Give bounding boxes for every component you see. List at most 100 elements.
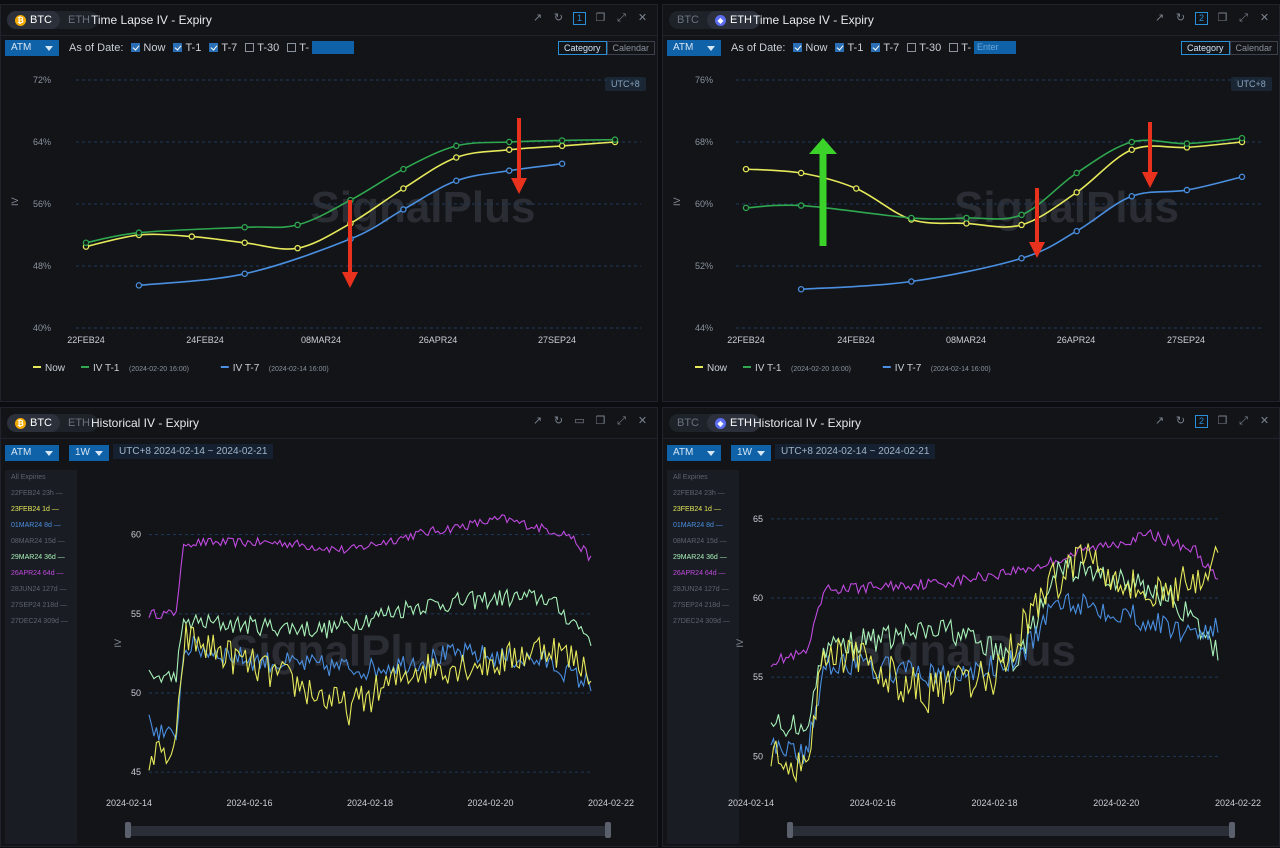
expiry-item[interactable]: 08MAR24 15d — [673, 538, 727, 545]
legend-timestamp: (2024-02-20 16:00) [791, 366, 851, 373]
expand-icon[interactable]: ⤢ [1239, 12, 1248, 24]
refresh-icon[interactable]: ↻ [1175, 12, 1186, 24]
period-select[interactable]: 1W [731, 445, 771, 461]
check-t7[interactable]: T-7 [871, 42, 899, 54]
coin-tab-btc[interactable]: ₿ BTC [7, 414, 60, 432]
expiry-item[interactable]: 23FEB24 1d — [11, 506, 59, 513]
expiry-item[interactable]: 01MAR24 8d — [673, 522, 723, 529]
check-t1[interactable]: T-1 [835, 42, 863, 54]
checkbox[interactable] [173, 43, 183, 52]
view-category[interactable]: Category [1181, 41, 1230, 55]
period-select[interactable]: 1W [69, 445, 109, 461]
expiry-item[interactable]: 22FEB24 23h — [11, 490, 63, 497]
coin-tab-btc[interactable]: BTC [677, 14, 699, 26]
coin-switch[interactable]: ₿ BTC ETH [7, 414, 98, 432]
coin-tab-btc[interactable]: ₿ BTC [7, 11, 60, 29]
coin-tab-eth[interactable]: ◆ ETH [707, 414, 760, 432]
refresh-icon[interactable]: ↻ [553, 415, 564, 427]
expiry-item[interactable]: 29MAR24 36d — [11, 554, 65, 561]
checkbox[interactable] [949, 43, 959, 52]
scroll-handle-left[interactable] [125, 822, 131, 838]
strike-select[interactable]: ATM [667, 445, 721, 461]
check-now[interactable]: Now [131, 42, 165, 54]
expiry-item[interactable]: 27DEC24 309d — [673, 618, 730, 625]
expiry-item[interactable]: 26APR24 64d — [11, 570, 64, 577]
close-icon[interactable]: ✕ [1259, 12, 1270, 24]
checkbox[interactable] [793, 43, 803, 52]
check-t1[interactable]: T-1 [173, 42, 201, 54]
expiry-item[interactable]: 27SEP24 218d — [11, 602, 68, 609]
coin-tab-eth[interactable]: ETH [68, 417, 90, 429]
view-toggle[interactable]: Category Calendar [558, 41, 656, 55]
annotation-arrow-head [809, 138, 837, 154]
folder-icon[interactable]: ▭ [574, 415, 585, 427]
copy-icon[interactable]: ❐ [595, 415, 606, 427]
custom-t-input[interactable]: Enter [974, 41, 1017, 54]
check-t30[interactable]: T-30 [245, 42, 279, 54]
view-calendar[interactable]: Calendar [606, 41, 656, 55]
coin-switch[interactable]: BTC ◆ ETH [669, 11, 760, 29]
close-icon[interactable]: ✕ [637, 12, 648, 24]
view-calendar[interactable]: Calendar [1229, 41, 1279, 55]
expiry-item[interactable]: 26APR24 64d — [673, 570, 726, 577]
export-icon[interactable]: ↗ [1154, 12, 1165, 24]
scroll-handle-left[interactable] [787, 822, 793, 838]
check-custom[interactable]: T- Enter [949, 41, 1017, 54]
refresh-icon[interactable]: ↻ [553, 12, 564, 24]
check-now[interactable]: Now [793, 42, 827, 54]
copy-icon[interactable]: ❐ [595, 12, 606, 24]
expiry-item[interactable]: 27DEC24 309d — [11, 618, 68, 625]
check-t7[interactable]: T-7 [209, 42, 237, 54]
checkbox[interactable] [871, 43, 881, 52]
view-toggle[interactable]: Category Calendar [1181, 41, 1279, 55]
coin-switch[interactable]: BTC ◆ ETH [669, 414, 760, 432]
link-group-badge[interactable]: 2 [1195, 415, 1208, 428]
expiry-item[interactable]: 29MAR24 36d — [673, 554, 727, 561]
time-scrollbar[interactable] [789, 826, 1233, 836]
expiry-item[interactable]: 28JUN24 127d — [673, 586, 729, 593]
strike-select[interactable]: ATM [5, 445, 59, 461]
expiry-item[interactable]: 01MAR24 8d — [11, 522, 61, 529]
link-group-badge[interactable]: 1 [573, 12, 586, 25]
checkbox[interactable] [287, 43, 297, 52]
expand-icon[interactable]: ⤢ [617, 415, 626, 427]
close-icon[interactable]: ✕ [1259, 415, 1270, 427]
scroll-handle-right[interactable] [605, 822, 611, 838]
custom-t-input[interactable] [312, 41, 355, 54]
view-category[interactable]: Category [558, 41, 607, 55]
strike-select[interactable]: ATM [667, 40, 721, 56]
export-icon[interactable]: ↗ [532, 12, 543, 24]
scroll-handle-right[interactable] [1229, 822, 1235, 838]
checkbox[interactable] [835, 43, 845, 52]
check-t30[interactable]: T-30 [907, 42, 941, 54]
export-icon[interactable]: ↗ [532, 415, 543, 427]
expiry-item[interactable]: 27SEP24 218d — [673, 602, 730, 609]
data-point [453, 177, 460, 184]
check-custom[interactable]: T- [287, 41, 355, 54]
export-icon[interactable]: ↗ [1154, 415, 1165, 427]
expiry-item[interactable]: 23FEB24 1d — [673, 506, 721, 513]
expiry-item[interactable]: 28JUN24 127d — [11, 586, 67, 593]
expand-icon[interactable]: ⤢ [617, 12, 626, 24]
time-scrollbar[interactable] [127, 826, 611, 836]
expiry-item[interactable]: 08MAR24 15d — [11, 538, 65, 545]
coin-tab-eth[interactable]: ◆ ETH [707, 11, 760, 29]
copy-icon[interactable]: ❐ [1217, 12, 1228, 24]
close-icon[interactable]: ✕ [637, 415, 648, 427]
coin-tab-btc[interactable]: BTC [677, 417, 699, 429]
checkbox[interactable] [907, 43, 917, 52]
btc-icon: ₿ [15, 14, 26, 26]
coin-switch[interactable]: ₿ BTC ETH [7, 11, 98, 29]
checkbox[interactable] [209, 43, 219, 52]
checkbox[interactable] [245, 43, 255, 52]
copy-icon[interactable]: ❐ [1217, 415, 1228, 427]
checkbox[interactable] [131, 43, 141, 52]
expand-icon[interactable]: ⤢ [1239, 415, 1248, 427]
refresh-icon[interactable]: ↻ [1175, 415, 1186, 427]
strike-select[interactable]: ATM [5, 40, 59, 56]
expiry-item[interactable]: All Expiries [673, 474, 708, 481]
expiry-item[interactable]: All Expiries [11, 474, 46, 481]
expiry-item[interactable]: 22FEB24 23h — [673, 490, 725, 497]
coin-tab-eth[interactable]: ETH [68, 14, 90, 26]
link-group-badge[interactable]: 2 [1195, 12, 1208, 25]
